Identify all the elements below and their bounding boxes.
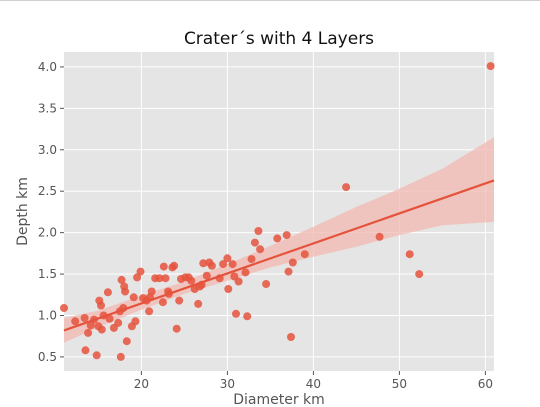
y-tick-label: 1.0 xyxy=(38,308,57,322)
data-point xyxy=(103,288,112,297)
regression-line xyxy=(63,179,495,332)
y-tick-label: 3.0 xyxy=(38,143,57,157)
data-point xyxy=(287,333,295,341)
data-point xyxy=(342,183,351,192)
x-tick-label: 30 xyxy=(220,377,235,391)
data-point xyxy=(129,293,138,302)
data-point xyxy=(207,261,216,270)
data-point xyxy=(219,260,228,269)
data-point xyxy=(60,304,68,312)
data-point xyxy=(136,267,145,276)
data-point xyxy=(288,258,297,267)
data-point xyxy=(97,325,106,334)
y-axis-ticks: 0.5 1.0 1.5 2.0 2.5 3.0 3.5 4.0 xyxy=(38,60,64,364)
data-point xyxy=(273,234,282,243)
data-point xyxy=(224,285,233,293)
data-point xyxy=(105,314,114,323)
data-point xyxy=(71,317,80,326)
data-point xyxy=(116,352,125,361)
data-point xyxy=(147,287,156,296)
x-tick-label: 40 xyxy=(306,377,321,391)
x-tick-label: 60 xyxy=(478,377,493,391)
data-point xyxy=(172,324,181,333)
x-tick-label: 50 xyxy=(392,377,407,391)
data-point xyxy=(256,245,265,254)
data-point xyxy=(241,268,250,277)
data-point xyxy=(133,273,142,282)
data-point xyxy=(84,328,93,337)
chart-title: Crater´s with 4 Layers xyxy=(184,29,374,49)
x-axis-label: Diameter km xyxy=(233,392,325,407)
y-tick-label: 0.5 xyxy=(38,350,57,364)
data-point xyxy=(262,280,271,288)
y-tick-label: 1.5 xyxy=(38,267,57,281)
data-point xyxy=(300,250,309,259)
data-point xyxy=(282,231,291,240)
data-point xyxy=(97,301,105,310)
data-point xyxy=(175,296,184,305)
y-axis-label: Depth km xyxy=(15,177,31,246)
data-point xyxy=(170,261,179,270)
y-tick-label: 4.0 xyxy=(38,60,57,74)
data-point xyxy=(415,270,424,279)
data-point xyxy=(232,309,240,318)
data-points xyxy=(60,62,495,361)
top-border xyxy=(0,0,540,1)
data-point xyxy=(250,238,259,247)
data-point xyxy=(284,267,293,276)
data-point xyxy=(81,346,90,355)
data-point xyxy=(375,232,384,241)
data-point xyxy=(234,277,243,286)
data-point xyxy=(199,259,208,268)
data-point xyxy=(161,274,170,283)
data-point xyxy=(202,271,211,280)
data-point xyxy=(145,307,154,316)
x-tick-label: 20 xyxy=(134,377,149,391)
data-point xyxy=(92,351,101,360)
x-axis-ticks: 20 30 40 50 60 xyxy=(134,371,493,391)
data-point xyxy=(131,317,140,326)
data-point xyxy=(122,337,131,346)
y-tick-label: 2.5 xyxy=(38,184,57,198)
data-point xyxy=(187,276,196,285)
y-tick-label: 3.5 xyxy=(38,101,57,115)
data-point xyxy=(194,299,203,308)
data-point xyxy=(159,262,168,271)
data-point xyxy=(86,321,95,330)
data-point xyxy=(158,298,167,307)
data-point xyxy=(243,312,252,321)
y-tick-label: 2.0 xyxy=(38,226,57,240)
data-point xyxy=(247,255,256,264)
data-point xyxy=(405,250,414,259)
data-point xyxy=(155,274,164,283)
data-point xyxy=(486,62,495,71)
data-point xyxy=(114,318,123,327)
data-point xyxy=(254,227,263,235)
data-point xyxy=(80,314,89,322)
data-point xyxy=(117,275,126,284)
data-point xyxy=(223,254,232,263)
data-point xyxy=(228,260,237,269)
data-point xyxy=(121,287,130,296)
